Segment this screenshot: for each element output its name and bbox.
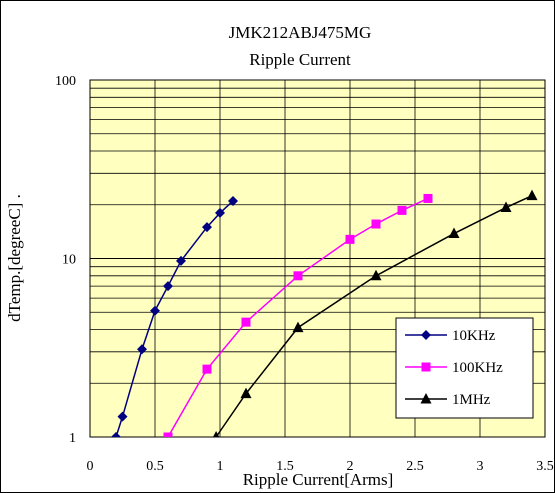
y-tick-label: 10 [62,253,76,268]
data-point [212,431,220,437]
data-point [345,234,355,244]
data-point [292,321,304,333]
data-point [150,305,160,316]
legend-label: 100KHz [452,360,503,376]
data-point [240,387,252,399]
data-point [163,281,173,292]
x-axis-label: Ripple Current[Arms] [243,470,394,489]
chart-subtitle: Ripple Current [249,50,351,69]
x-tick-label: 1.5 [276,459,294,474]
x-tick-label: 0 [87,459,94,474]
data-point [241,317,251,327]
series-100khz [163,193,433,438]
data-point [370,269,382,281]
x-tick-label: 3.5 [536,459,554,474]
data-point [423,193,433,203]
legend-label: 10KHz [452,328,496,344]
x-tick-label: 3 [477,459,484,474]
chart-title: JMK212ABJ475MG [229,23,372,42]
legend: 10KHz 100KHz 1MHz [395,317,534,419]
x-tick-label: 1 [217,459,224,474]
data-point [421,362,431,372]
data-point [526,189,538,201]
clipped-point [212,431,220,437]
y-tick-label: 1 [69,431,76,446]
series-1mhz [212,189,538,438]
data-point [215,207,225,218]
data-point [397,205,407,215]
data-point [137,344,147,355]
legend-entry: 100KHz [405,360,503,376]
x-tick-label: 2.5 [406,459,424,474]
data-point [228,195,238,206]
data-point [448,227,460,239]
data-point [293,271,303,281]
data-point [500,201,512,213]
legend-entry: 10KHz [405,328,496,344]
data-point [111,432,121,437]
x-tick-label: 0.5 [146,459,164,474]
data-point [163,432,173,437]
data-point [371,219,381,229]
data-point [420,393,432,404]
clipped-point [111,432,121,437]
data-point [202,222,212,233]
legend-entry: 1MHz [405,392,491,408]
series-layer [111,189,538,438]
y-axis-label: dTemp.[degreeC] . [5,194,24,322]
series-10khz [111,195,238,438]
x-tick-label: 2 [347,459,354,474]
y-tick-label: 100 [55,74,76,89]
clipped-point [163,432,173,437]
legend-label: 1MHz [452,392,491,408]
x-axis-ticks: 0 0.5 1 1.5 2 2.5 3 3.5 [87,459,554,474]
data-point [421,330,431,340]
y-axis-ticks: 1 10 100 [55,74,76,446]
data-point [202,364,212,374]
data-point [117,411,128,422]
data-point [176,255,186,266]
